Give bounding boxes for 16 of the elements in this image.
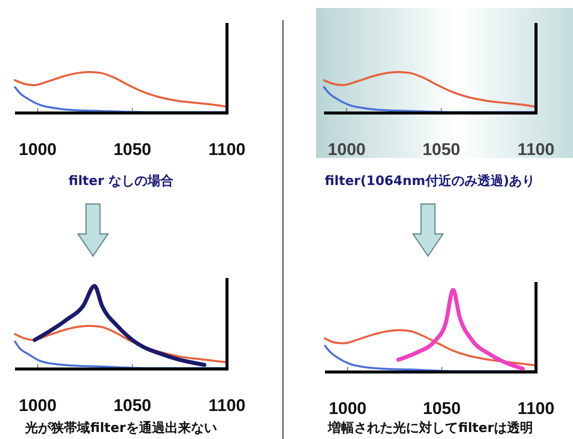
x-tick-label: 1050 bbox=[113, 140, 152, 159]
x-axis-title: filter なしの場合 bbox=[68, 173, 174, 189]
x-tick-label: 1000 bbox=[18, 140, 57, 159]
x-tick-label: 1050 bbox=[422, 399, 461, 418]
x-tick-label: 1000 bbox=[328, 140, 366, 159]
x-tick-label: 1100 bbox=[208, 396, 246, 415]
x-axis-title: 増幅された光に対してfilterは透明 bbox=[327, 420, 533, 436]
x-tick-label: 1000 bbox=[18, 396, 57, 415]
x-tick-label: 1000 bbox=[328, 399, 367, 418]
x-tick-label: 1050 bbox=[113, 396, 152, 415]
x-axis-title: filter(1064nm付近のみ透過)あり bbox=[324, 173, 536, 189]
x-tick-label: 1050 bbox=[422, 140, 460, 159]
x-tick-label: 1100 bbox=[518, 399, 554, 418]
x-tick-label: 1100 bbox=[518, 140, 554, 159]
x-axis-title: 光が狭帯域filterを通過出来ない bbox=[24, 420, 217, 436]
x-tick-label: 1100 bbox=[208, 140, 246, 159]
